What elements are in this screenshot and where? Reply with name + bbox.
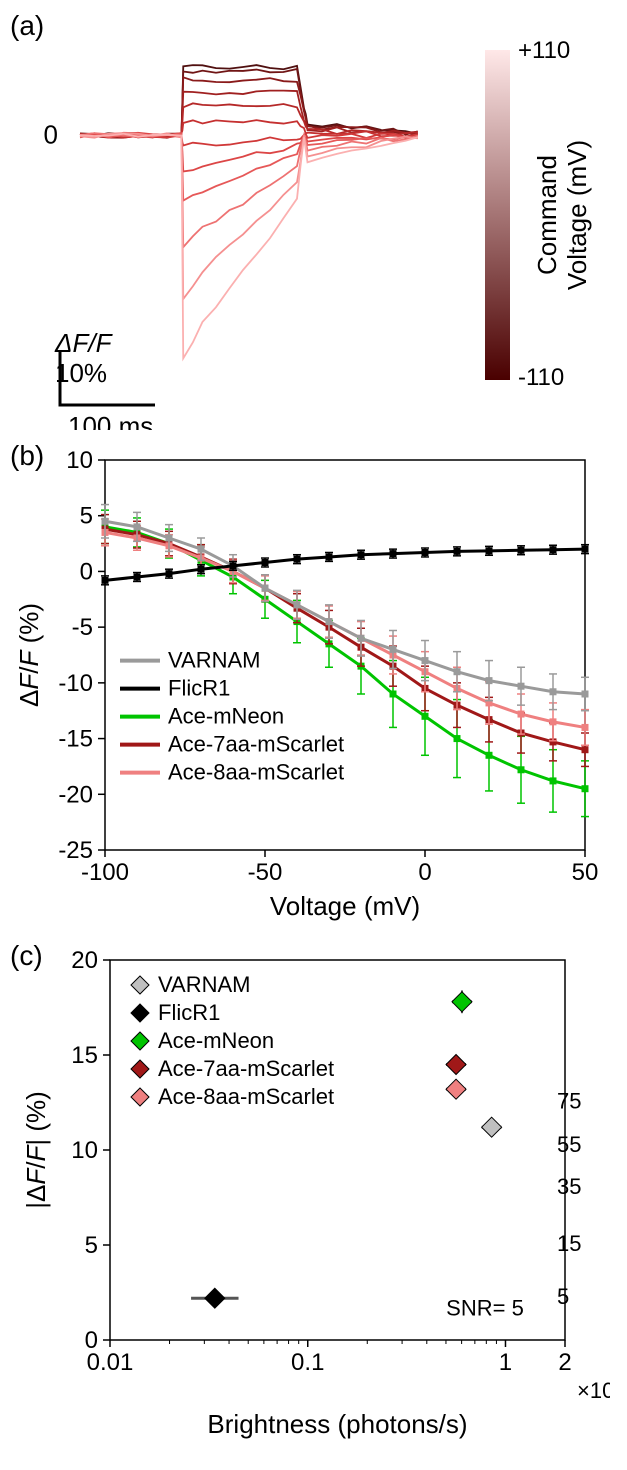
svg-text:2: 2 [558,1349,571,1376]
svg-text:15: 15 [557,1231,581,1256]
panel-c-svg: 0.010.11205101520Brightness (photons/s)×… [10,940,610,1450]
svg-text:100 ms: 100 ms [68,411,153,430]
svg-text:0: 0 [85,1327,98,1354]
svg-text:-5: -5 [72,614,93,641]
panel-b: (b) -100-50050-25-20-15-10-50510Voltage … [10,440,617,930]
svg-text:|ΔF/F| (%): |ΔF/F| (%) [21,1091,51,1209]
svg-text:0: 0 [80,558,93,585]
svg-text:5: 5 [557,1284,569,1309]
svg-text:10%: 10% [55,358,107,388]
panel-a-label: (a) [10,10,44,42]
svg-text:VARNAM: VARNAM [168,648,261,673]
svg-text:50: 50 [572,859,599,886]
svg-text:×10⁸: ×10⁸ [577,1378,610,1403]
svg-text:Voltage (mV): Voltage (mV) [270,891,420,921]
svg-text:Command: Command [532,155,562,275]
svg-text:Voltage (mV): Voltage (mV) [562,140,592,290]
panel-b-label: (b) [10,440,44,472]
svg-text:20: 20 [71,947,98,974]
svg-text:5: 5 [85,1232,98,1259]
svg-text:FlicR1: FlicR1 [158,1000,220,1025]
svg-text:SNR= 5: SNR= 5 [446,1295,524,1320]
svg-text:-25: -25 [58,837,93,864]
svg-text:55: 55 [557,1132,581,1157]
svg-text:-15: -15 [58,726,93,753]
svg-text:ΔF/F: ΔF/F [54,328,114,358]
panel-a-svg: 0 ΔF/F10% 100 ms +110 -110 CommandVoltage (mV… [10,10,610,430]
svg-text:Brightness (photons/s): Brightness (photons/s) [207,1409,467,1439]
panel-c: (c) 0.010.11205101520Brightness (photons… [10,940,617,1450]
figure: (a) 0ΔF/F10%100 ms+110-110CommandVoltage… [0,0,627,1470]
svg-text:1: 1 [499,1349,512,1376]
panel-b-svg: -100-50050-25-20-15-10-50510Voltage (mV)… [10,440,610,930]
svg-text:10: 10 [66,447,93,474]
svg-text:+110: +110 [518,37,570,64]
svg-text:15: 15 [71,1042,98,1069]
svg-text:-50: -50 [248,859,283,886]
panel-a: (a) 0 ΔF/F10% 100 ms +110 -110 CommandVoltage… [10,10,617,430]
svg-text:ΔF/F (%): ΔF/F (%) [14,603,44,707]
svg-text:0: 0 [418,859,431,886]
svg-text:5: 5 [80,503,93,530]
svg-text:-20: -20 [58,781,93,808]
svg-text:Ace-mNeon: Ace-mNeon [158,1028,274,1053]
panel-c-label: (c) [10,940,43,972]
svg-text:35: 35 [557,1174,581,1199]
svg-text:-10: -10 [58,670,93,697]
svg-text:Ace-8aa-mScarlet: Ace-8aa-mScarlet [168,760,344,785]
svg-text:0.1: 0.1 [291,1349,324,1376]
svg-text:Ace-mNeon: Ace-mNeon [168,704,284,729]
svg-text:0: 0 [44,119,58,149]
svg-text:VARNAM: VARNAM [158,972,251,997]
svg-text:-110: -110 [518,364,564,391]
svg-text:FlicR1: FlicR1 [168,676,230,701]
svg-text:Ace-7aa-mScarlet: Ace-7aa-mScarlet [168,732,344,757]
svg-text:Ace-8aa-mScarlet: Ace-8aa-mScarlet [158,1084,334,1109]
svg-text:75: 75 [557,1089,581,1114]
svg-text:Ace-7aa-mScarlet: Ace-7aa-mScarlet [158,1056,334,1081]
svg-text:10: 10 [71,1137,98,1164]
